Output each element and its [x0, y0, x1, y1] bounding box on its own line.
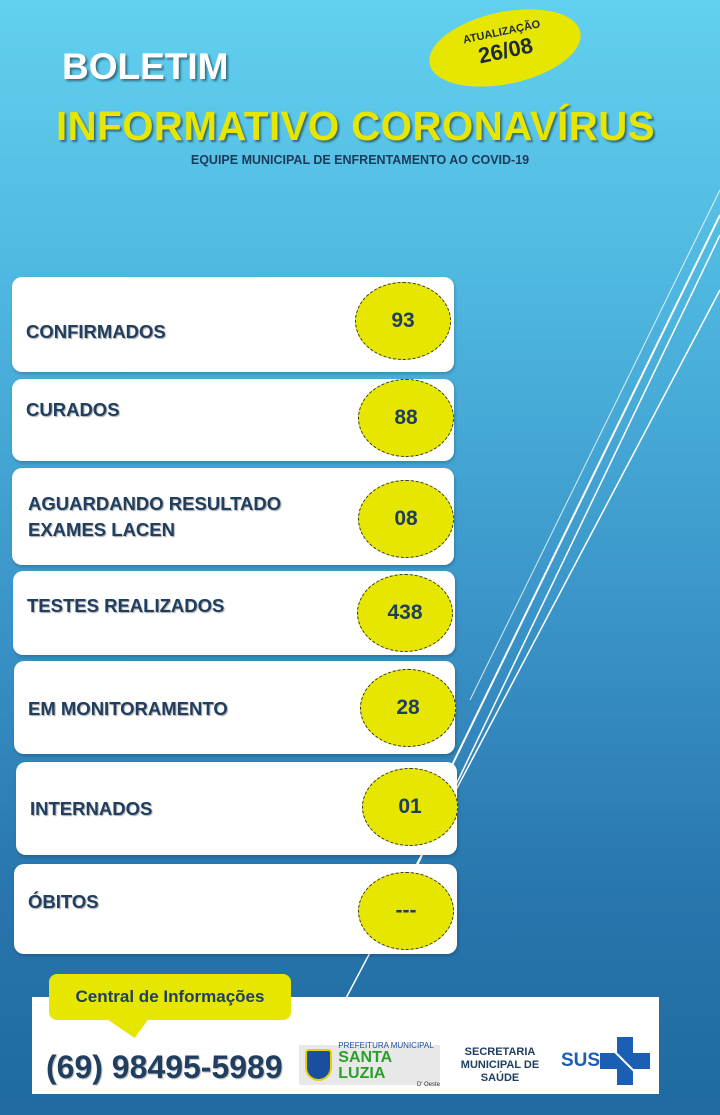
stat-label: CURADOS [26, 399, 120, 420]
stat-card-aguardando: AGUARDANDO RESULTADO EXAMES LACEN 08 [12, 468, 454, 565]
stat-value: 93 [355, 282, 451, 360]
stat-value: --- [358, 872, 454, 950]
stat-label: INTERNADOS [30, 798, 153, 819]
prefeitura-logo: PREFEITURA MUNICIPAL SANTA LUZIA D' Oest… [299, 1041, 440, 1088]
stat-card-confirmados: CONFIRMADOS 93 [12, 277, 454, 372]
stat-label: ÓBITOS [28, 891, 99, 912]
sus-text: SUS [561, 1050, 601, 1071]
stat-value: 08 [358, 480, 454, 558]
stat-label: AGUARDANDO RESULTADO EXAMES LACEN [28, 491, 281, 543]
secretaria-logo: SECRETARIA MUNICIPAL DE SAÚDE [460, 1046, 540, 1084]
stat-card-obitos: ÓBITOS --- [14, 864, 457, 954]
stat-card-testes: TESTES REALIZADOS 438 [13, 571, 455, 655]
shield-icon [305, 1049, 333, 1081]
stat-card-internados: INTERNADOS 01 [16, 762, 458, 855]
stat-label: CONFIRMADOS [26, 321, 166, 342]
prefeitura-line1: PREFEITURA MUNICIPAL [338, 1041, 434, 1050]
stat-card-monitoramento: EM MONITORAMENTO 28 [14, 661, 456, 754]
central-info-bubble: Central de Informações [49, 974, 291, 1020]
stat-label: TESTES REALIZADOS [27, 595, 225, 616]
sus-logo: SUS [561, 1037, 651, 1085]
stat-value: 01 [362, 768, 458, 846]
subtitle: EQUIPE MUNICIPAL DE ENFRENTAMENTO AO COV… [190, 153, 530, 167]
sus-cross-icon [600, 1037, 651, 1085]
stat-value: 88 [358, 379, 454, 457]
stat-label: EM MONITORAMENTO [28, 698, 228, 719]
stat-label-line2: EXAMES LACEN [28, 519, 175, 540]
boletim-heading: BOLETIM [62, 46, 229, 87]
page-title: INFORMATIVO CORONAVÍRUS [56, 103, 656, 149]
stat-card-curados: CURADOS 88 [12, 379, 454, 461]
prefeitura-line3: D' Oeste [416, 1082, 440, 1088]
prefeitura-line2: SANTA LUZIA [338, 1049, 392, 1082]
phone-number: (69) 98495-5989 [46, 1049, 283, 1085]
stat-label-line1: AGUARDANDO RESULTADO [28, 493, 282, 514]
stat-value: 28 [360, 669, 456, 747]
stat-value: 438 [357, 574, 453, 652]
